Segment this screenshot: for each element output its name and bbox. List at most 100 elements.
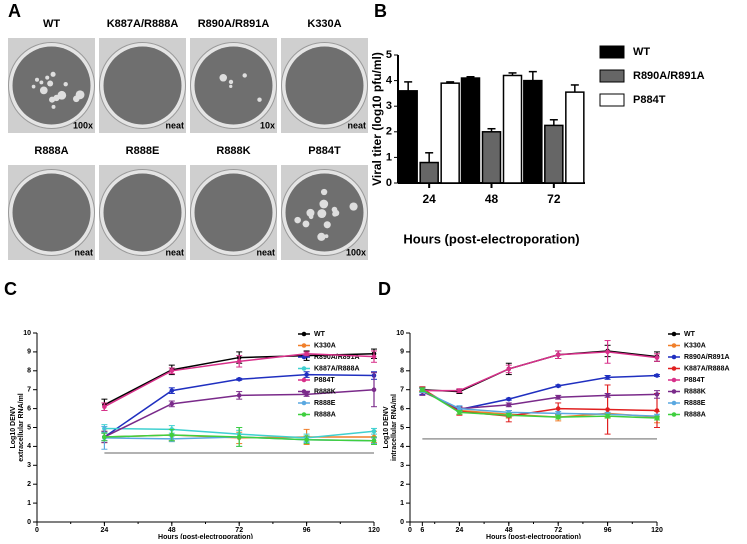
point bbox=[236, 434, 242, 440]
legend-marker bbox=[671, 412, 677, 417]
legend-label: R890A/R891A bbox=[684, 354, 730, 361]
x-tick-label: 72 bbox=[547, 192, 561, 206]
legend-label: K330A bbox=[684, 342, 706, 349]
legend-label: WT bbox=[633, 46, 650, 58]
y-tick-label: 10 bbox=[23, 330, 31, 337]
point bbox=[506, 366, 512, 372]
plaque bbox=[294, 216, 301, 224]
y-tick-label: 3 bbox=[400, 462, 404, 469]
legend-swatch bbox=[599, 69, 625, 83]
plate-lawn bbox=[12, 173, 91, 252]
x-axis-label: Hours (post-electroporation) bbox=[486, 534, 581, 539]
y-tick-label: 5 bbox=[386, 49, 392, 61]
point bbox=[605, 375, 610, 380]
y-tick-label: 0 bbox=[27, 519, 31, 526]
plate-label: P884T bbox=[308, 145, 341, 157]
x-axis-label: Hours (post-electroporation) bbox=[403, 231, 579, 246]
x-tick-label: 6 bbox=[420, 527, 424, 534]
panel-letter: B bbox=[374, 1, 387, 21]
y-tick-label: 9 bbox=[27, 349, 31, 356]
point bbox=[654, 415, 660, 421]
point bbox=[555, 383, 561, 389]
plaque bbox=[332, 209, 340, 217]
plate-lawn bbox=[103, 46, 182, 125]
point bbox=[457, 406, 462, 411]
plaque bbox=[51, 104, 56, 109]
plate-label: R888E bbox=[126, 145, 160, 157]
plate-label: K330A bbox=[307, 18, 341, 30]
panel-letter: A bbox=[8, 1, 21, 21]
point bbox=[169, 388, 175, 393]
plaque bbox=[219, 73, 228, 82]
legend-marker bbox=[301, 377, 307, 383]
plaque bbox=[306, 208, 315, 217]
plaque bbox=[34, 77, 40, 82]
y-tick-label: 6 bbox=[27, 405, 31, 412]
bar bbox=[544, 124, 564, 184]
y-axis-label: Log10 DENV bbox=[10, 406, 17, 448]
legend-swatch bbox=[599, 45, 625, 59]
plaque bbox=[39, 86, 48, 95]
x-tick-label: 48 bbox=[485, 192, 499, 206]
legend-label: R888A bbox=[684, 411, 706, 418]
x-axis-label: Hours (post-electroporation) bbox=[158, 534, 253, 539]
bar bbox=[460, 77, 481, 184]
y-tick-label: 2 bbox=[27, 481, 31, 488]
plaque bbox=[319, 199, 329, 209]
plate-lawn bbox=[103, 173, 182, 252]
bar bbox=[565, 91, 585, 184]
legend-marker bbox=[301, 400, 307, 406]
y-tick-label: 5 bbox=[27, 424, 31, 431]
legend-label: R890A/R891A bbox=[633, 70, 705, 82]
x-tick-label: 120 bbox=[651, 527, 663, 534]
legend-marker bbox=[671, 377, 677, 383]
plaque bbox=[57, 90, 67, 100]
x-tick-label: 0 bbox=[408, 527, 412, 534]
y-tick-label: 8 bbox=[27, 368, 31, 375]
point bbox=[605, 407, 610, 412]
legend-label: K887A/R888A bbox=[684, 365, 730, 372]
point bbox=[371, 354, 377, 359]
y-tick-label: 4 bbox=[386, 75, 393, 87]
point bbox=[304, 437, 309, 443]
plate-lawn bbox=[194, 46, 273, 125]
point bbox=[236, 359, 242, 364]
point bbox=[169, 368, 175, 374]
y-tick-label: 7 bbox=[27, 387, 31, 394]
plate-label: R888K bbox=[216, 145, 250, 157]
legend-label: R888K bbox=[684, 388, 706, 395]
legend-label: WT bbox=[684, 331, 696, 338]
y-tick-label: 7 bbox=[400, 387, 404, 394]
series-line bbox=[422, 350, 658, 393]
plaque bbox=[63, 81, 68, 87]
bar bbox=[481, 131, 502, 184]
legend-marker bbox=[671, 366, 677, 371]
y-axis-label: Viral titer (log10 pfu/ml) bbox=[370, 52, 384, 186]
plaque bbox=[228, 79, 234, 85]
point bbox=[555, 414, 561, 420]
legend-marker bbox=[671, 389, 677, 394]
point bbox=[420, 387, 425, 393]
y-tick-label: 10 bbox=[396, 330, 404, 337]
plaque bbox=[324, 234, 329, 239]
plaque bbox=[323, 221, 331, 229]
y-tick-label: 8 bbox=[400, 368, 404, 375]
point bbox=[654, 355, 660, 360]
plaque bbox=[317, 232, 326, 241]
y-tick-label: 2 bbox=[386, 126, 392, 138]
legend-marker bbox=[301, 343, 307, 348]
point bbox=[506, 402, 512, 408]
plaque bbox=[242, 73, 247, 78]
plate-label: WT bbox=[43, 18, 60, 30]
point bbox=[654, 373, 660, 378]
plate-label: R890A/R891A bbox=[198, 18, 270, 30]
point bbox=[555, 352, 561, 358]
x-tick-label: 24 bbox=[101, 527, 109, 534]
plaque bbox=[302, 220, 310, 228]
plaque bbox=[50, 71, 56, 77]
legend-label: K330A bbox=[314, 342, 336, 349]
point bbox=[102, 404, 107, 410]
legend-label: R888A bbox=[314, 411, 336, 418]
point bbox=[654, 408, 660, 413]
bar bbox=[523, 79, 543, 184]
